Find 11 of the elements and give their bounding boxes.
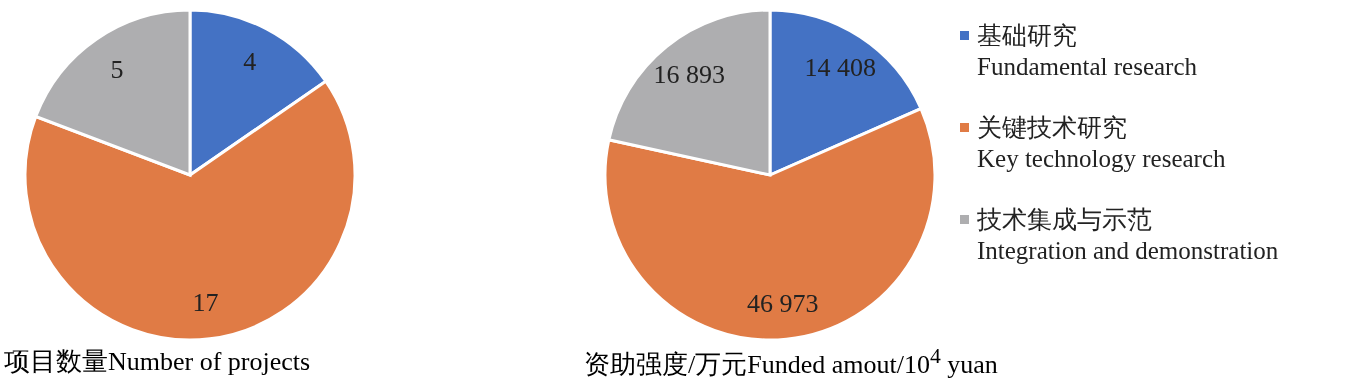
legend-label: 基础研究 Fundamental research [977,21,1198,82]
text: 项目数量Number of projects [4,346,312,378]
legend-label: 关键技术研究 Key technology research [977,113,1226,174]
data-label: 14 408 [804,52,877,82]
legend-label: 技术集成与示范 Integration and demonstration [977,205,1279,266]
data-label: 17 [192,288,219,318]
data-label: 4 [243,46,257,76]
data-label: 46 973 [747,288,819,318]
text: 资助强度/万元Funded amout/10$^{4}$ yuan [584,344,998,381]
data-label: 16 893 [653,60,726,90]
data-label: 5 [110,54,124,84]
